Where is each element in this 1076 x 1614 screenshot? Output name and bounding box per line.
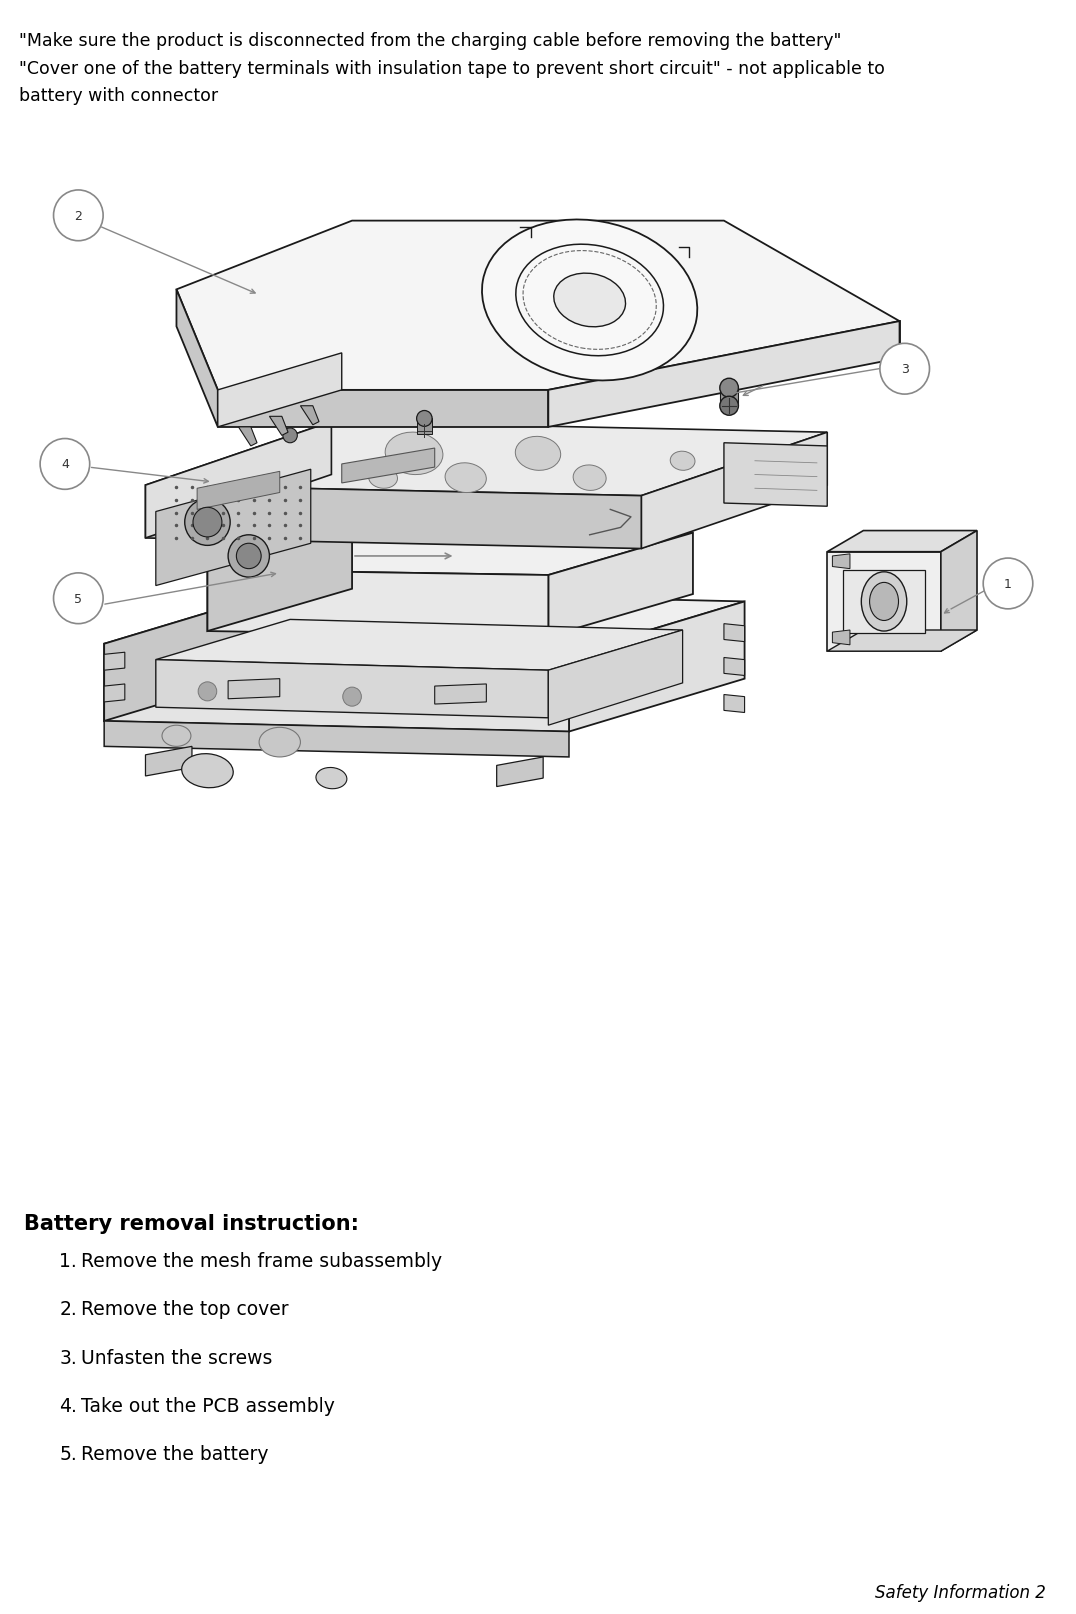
- Polygon shape: [269, 416, 288, 436]
- Polygon shape: [208, 570, 549, 638]
- Polygon shape: [176, 221, 900, 391]
- Text: Remove the mesh frame subassembly: Remove the mesh frame subassembly: [81, 1251, 442, 1270]
- Text: 1.: 1.: [59, 1251, 76, 1270]
- Text: 2: 2: [74, 210, 82, 223]
- Ellipse shape: [445, 463, 486, 494]
- Ellipse shape: [228, 536, 269, 578]
- Text: Remove the battery: Remove the battery: [81, 1445, 268, 1464]
- Polygon shape: [145, 423, 827, 497]
- Text: "Cover one of the battery terminals with insulation tape to prevent short circui: "Cover one of the battery terminals with…: [19, 60, 886, 77]
- Ellipse shape: [416, 412, 433, 428]
- Polygon shape: [724, 659, 745, 676]
- Ellipse shape: [182, 754, 233, 788]
- Ellipse shape: [185, 499, 230, 546]
- Polygon shape: [145, 747, 192, 776]
- Polygon shape: [156, 620, 682, 671]
- Polygon shape: [549, 631, 682, 726]
- Polygon shape: [549, 533, 693, 638]
- Polygon shape: [176, 291, 217, 428]
- Polygon shape: [217, 391, 549, 428]
- Ellipse shape: [237, 544, 261, 570]
- Polygon shape: [641, 433, 827, 549]
- Text: 4: 4: [61, 458, 69, 471]
- Text: 5.: 5.: [59, 1445, 76, 1464]
- Text: Take out the PCB assembly: Take out the PCB assembly: [81, 1396, 335, 1415]
- Polygon shape: [239, 428, 257, 447]
- Polygon shape: [827, 631, 977, 652]
- Text: battery with connector: battery with connector: [19, 87, 218, 105]
- Text: Remove the top cover: Remove the top cover: [81, 1299, 288, 1319]
- Polygon shape: [724, 625, 745, 642]
- Ellipse shape: [198, 683, 216, 702]
- Polygon shape: [724, 696, 745, 713]
- Ellipse shape: [861, 573, 907, 631]
- Ellipse shape: [983, 558, 1033, 610]
- Text: 1: 1: [1004, 578, 1011, 591]
- Text: 2.: 2.: [59, 1299, 76, 1319]
- Ellipse shape: [554, 274, 625, 328]
- Polygon shape: [569, 602, 745, 733]
- Polygon shape: [208, 528, 693, 576]
- Polygon shape: [104, 652, 125, 671]
- Text: 3.: 3.: [59, 1348, 76, 1367]
- Polygon shape: [208, 528, 352, 631]
- Polygon shape: [104, 684, 125, 702]
- Ellipse shape: [343, 688, 362, 707]
- Ellipse shape: [720, 397, 738, 416]
- Text: 3: 3: [901, 363, 908, 376]
- Text: 5: 5: [74, 592, 83, 605]
- Ellipse shape: [670, 452, 695, 471]
- Polygon shape: [104, 591, 745, 655]
- Text: "Make sure the product is disconnected from the charging cable before removing t: "Make sure the product is disconnected f…: [19, 32, 841, 50]
- Polygon shape: [104, 721, 569, 757]
- Text: Unfasten the screws: Unfasten the screws: [81, 1348, 272, 1367]
- Text: 4.: 4.: [59, 1396, 77, 1415]
- Ellipse shape: [720, 379, 738, 399]
- Ellipse shape: [40, 439, 89, 491]
- Ellipse shape: [385, 433, 443, 475]
- Polygon shape: [549, 321, 900, 428]
- Polygon shape: [833, 555, 850, 570]
- Polygon shape: [416, 420, 433, 436]
- Ellipse shape: [283, 429, 297, 444]
- Ellipse shape: [515, 437, 561, 471]
- Polygon shape: [156, 660, 549, 718]
- Polygon shape: [827, 552, 940, 652]
- Polygon shape: [104, 644, 569, 733]
- Ellipse shape: [54, 190, 103, 242]
- Polygon shape: [724, 444, 827, 507]
- Polygon shape: [156, 470, 311, 586]
- Polygon shape: [228, 679, 280, 699]
- Ellipse shape: [482, 221, 697, 381]
- Polygon shape: [300, 407, 318, 426]
- Ellipse shape: [369, 468, 397, 489]
- Ellipse shape: [193, 508, 222, 537]
- Text: Safety Information 2: Safety Information 2: [875, 1583, 1046, 1601]
- Text: Battery removal instruction:: Battery removal instruction:: [24, 1214, 358, 1233]
- Polygon shape: [497, 757, 543, 788]
- Ellipse shape: [259, 728, 300, 757]
- Polygon shape: [342, 449, 435, 484]
- Polygon shape: [940, 531, 977, 652]
- Polygon shape: [435, 684, 486, 705]
- Polygon shape: [217, 353, 342, 428]
- Ellipse shape: [574, 466, 606, 491]
- Ellipse shape: [316, 768, 346, 789]
- Polygon shape: [145, 486, 641, 549]
- Ellipse shape: [162, 726, 190, 747]
- Ellipse shape: [880, 344, 930, 395]
- Polygon shape: [104, 591, 280, 721]
- Ellipse shape: [869, 583, 898, 621]
- Polygon shape: [145, 423, 331, 539]
- Polygon shape: [197, 471, 280, 510]
- Polygon shape: [843, 570, 925, 634]
- Polygon shape: [720, 389, 738, 407]
- Ellipse shape: [54, 573, 103, 625]
- Polygon shape: [833, 631, 850, 646]
- Polygon shape: [827, 531, 977, 552]
